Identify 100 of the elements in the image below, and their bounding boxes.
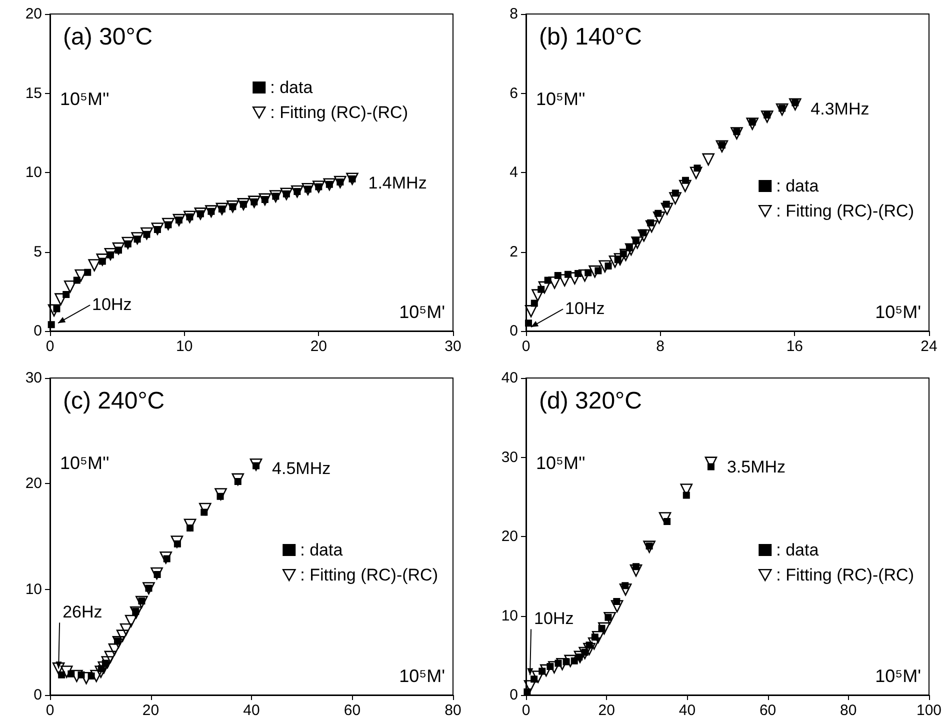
point (679, 180, 692, 192)
point (574, 270, 582, 278)
x-axis-title: 10⁵M' (399, 302, 446, 322)
point (205, 205, 218, 218)
x-tick-label: 20 (310, 338, 328, 355)
x-tick-label: 0 (46, 702, 54, 719)
point (84, 268, 92, 276)
point (124, 614, 138, 628)
point (662, 200, 670, 208)
point (194, 208, 207, 220)
x-tick-label: 80 (444, 702, 462, 719)
x-tick-label: 0 (522, 338, 530, 355)
point (184, 210, 196, 224)
y-tick-label: 0 (510, 686, 518, 704)
point (248, 196, 260, 208)
point (530, 300, 538, 307)
point (199, 502, 212, 516)
point (707, 463, 714, 470)
x-tick-label: 40 (678, 702, 696, 719)
point (136, 596, 148, 608)
point (538, 281, 551, 294)
x-tick-label: 40 (243, 702, 260, 719)
point (672, 190, 679, 197)
point (658, 512, 672, 524)
point (112, 242, 125, 255)
y-axis-title: 10⁵M'' (60, 453, 110, 474)
y-tick-label: 2 (510, 243, 518, 260)
point (130, 606, 142, 619)
point (60, 666, 73, 678)
x-tick-label: 8 (656, 338, 665, 355)
y-tick-label: 0 (34, 322, 42, 340)
point (554, 272, 562, 280)
annotation: 26Hz (62, 602, 102, 622)
point (524, 688, 531, 696)
point (250, 458, 262, 471)
legend-label: : Fitting (RC)-(RC) (776, 566, 914, 584)
point (532, 670, 544, 683)
chart-title: (d) 320°C (539, 388, 642, 414)
point (660, 202, 674, 216)
point (624, 243, 638, 256)
point (548, 276, 561, 289)
point (608, 256, 622, 268)
x-axis-title: 10⁵M' (875, 302, 922, 322)
point (598, 622, 610, 635)
point (682, 492, 690, 499)
annotation: 3.5MHz (726, 457, 786, 476)
point (88, 259, 100, 272)
annotation: 4.5MHz (272, 459, 331, 478)
point (789, 98, 802, 110)
point (690, 166, 702, 180)
point (653, 212, 666, 224)
point (73, 276, 80, 284)
x-tick-label: 24 (920, 338, 938, 355)
x-tick-label: 10 (176, 338, 193, 355)
y-tick-label: 5 (34, 243, 42, 260)
point (632, 563, 640, 570)
legend-label: : Fitting (RC)-(RC) (270, 103, 408, 122)
x-tick-label: 16 (786, 338, 804, 355)
point (619, 583, 632, 596)
y-tick-label: 30 (25, 370, 42, 386)
y-tick-label: 0 (34, 686, 42, 704)
y-tick-label: 20 (25, 6, 42, 22)
x-tick-label: 80 (840, 702, 857, 719)
x-tick-label: 60 (759, 702, 776, 719)
x-tick-label: 20 (598, 702, 615, 719)
annotation: 4.3MHz (810, 100, 870, 119)
point (232, 473, 244, 486)
y-tick-label: 40 (501, 370, 518, 386)
legend-label: : data (776, 176, 820, 196)
point (645, 220, 658, 233)
point (104, 650, 117, 664)
point (52, 662, 65, 675)
point (631, 236, 644, 249)
point (604, 612, 616, 624)
point (583, 642, 596, 656)
y-tick-label: 10 (25, 580, 42, 598)
point (48, 321, 55, 328)
point (613, 598, 620, 605)
point (730, 127, 743, 140)
point (160, 551, 172, 564)
point (58, 671, 66, 678)
point (270, 190, 282, 202)
point (598, 260, 612, 273)
y-tick-label: 4 (510, 164, 518, 181)
point (346, 172, 358, 185)
point (588, 637, 600, 650)
chart-title: (b) 140°C (539, 24, 642, 50)
point (172, 214, 186, 226)
x-axis-title: 10⁵M' (399, 666, 446, 686)
y-tick-label: 6 (510, 84, 518, 102)
point (120, 623, 132, 636)
point (610, 600, 624, 612)
point (323, 178, 336, 191)
y-tick-label: 15 (25, 84, 42, 102)
y-axis-title: 10⁵M'' (60, 89, 110, 110)
point (746, 118, 758, 130)
annotation: 10Hz (565, 299, 605, 318)
point (654, 210, 662, 217)
point (630, 564, 642, 577)
x-tick-label: 20 (142, 702, 160, 719)
